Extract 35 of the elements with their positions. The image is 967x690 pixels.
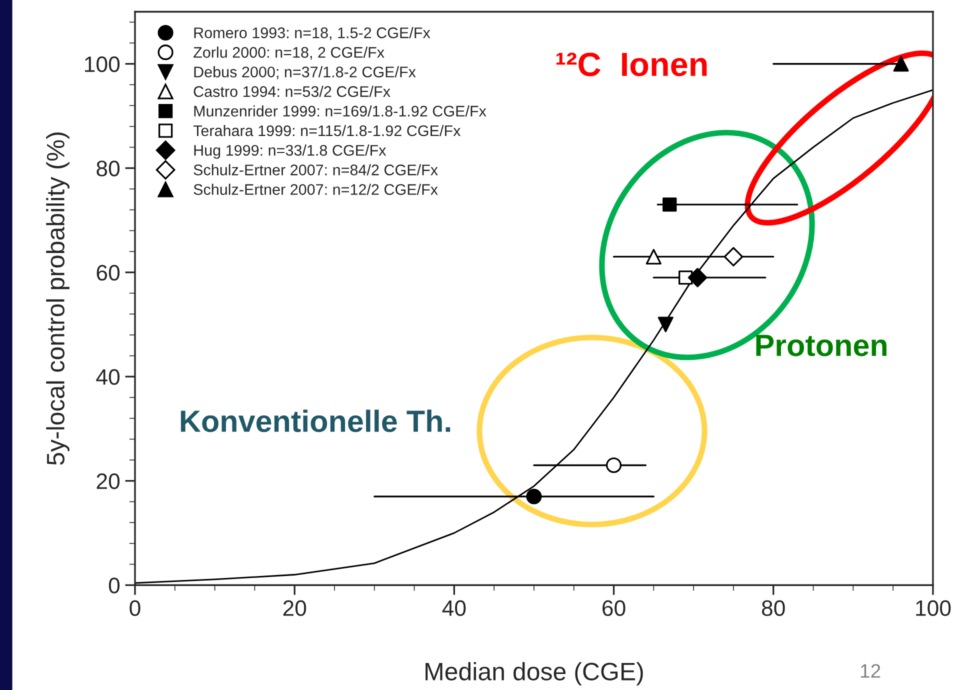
legend-label: Hug 1999: n=33/1.8 CGE/Fx	[194, 144, 386, 159]
x-axis-title: Median dose (CGE)	[426, 662, 643, 686]
x-tick-label: 100	[916, 600, 951, 616]
point	[526, 488, 542, 504]
y-tick-label: 80	[96, 160, 120, 176]
y-axis-title: 5y-local control probability (%)	[46, 132, 70, 465]
x-tick-label: 60	[602, 600, 626, 616]
annotation: ¹²C Ionen	[556, 52, 707, 76]
y-tick-label: 100	[85, 56, 120, 72]
legend-label: Castro 1994: n=53/2 CGE/Fx	[194, 86, 390, 97]
legend-label: Zorlu 2000: n=18, 2 CGE/Fx	[194, 46, 384, 60]
x-tick-label: 80	[762, 600, 785, 616]
annotation: Konventionelle Th.	[180, 410, 450, 432]
point	[688, 268, 708, 288]
x-tick-label: 40	[442, 600, 466, 616]
legend-label: Munzenrider 1999: n=169/1.8-1.92 CGE/Fx	[194, 105, 486, 117]
legend-label: Debus 2000; n=37/1.8-2 CGE/Fx	[194, 66, 416, 80]
y-tick-label: 40	[96, 369, 120, 385]
text: 12	[860, 664, 880, 678]
point	[606, 457, 622, 474]
legend-label: Romero 1993: n=18, 1.5-2 CGE/Fx	[194, 27, 430, 40]
y-tick-label: 0	[108, 578, 120, 594]
legend-label: Terahara 1999: n=115/1.8-1.92 CGE/Fx	[193, 124, 461, 136]
y-tick-label: 20	[96, 473, 120, 490]
y-tick-label: 60	[96, 264, 120, 281]
point	[658, 316, 674, 332]
legend-label: Schulz-Ertner 2007: n=12/2 CGE/Fx	[194, 184, 438, 195]
point	[724, 247, 744, 266]
point	[662, 198, 677, 212]
x-tick-label: 0	[130, 600, 140, 616]
point	[646, 248, 662, 265]
legend-label: Schulz-Ertner 2007: n=84/2 CGE/Fx	[194, 164, 438, 176]
annotation: Protonen	[756, 334, 886, 356]
point	[893, 56, 909, 72]
x-tick-label: 20	[283, 600, 306, 616]
